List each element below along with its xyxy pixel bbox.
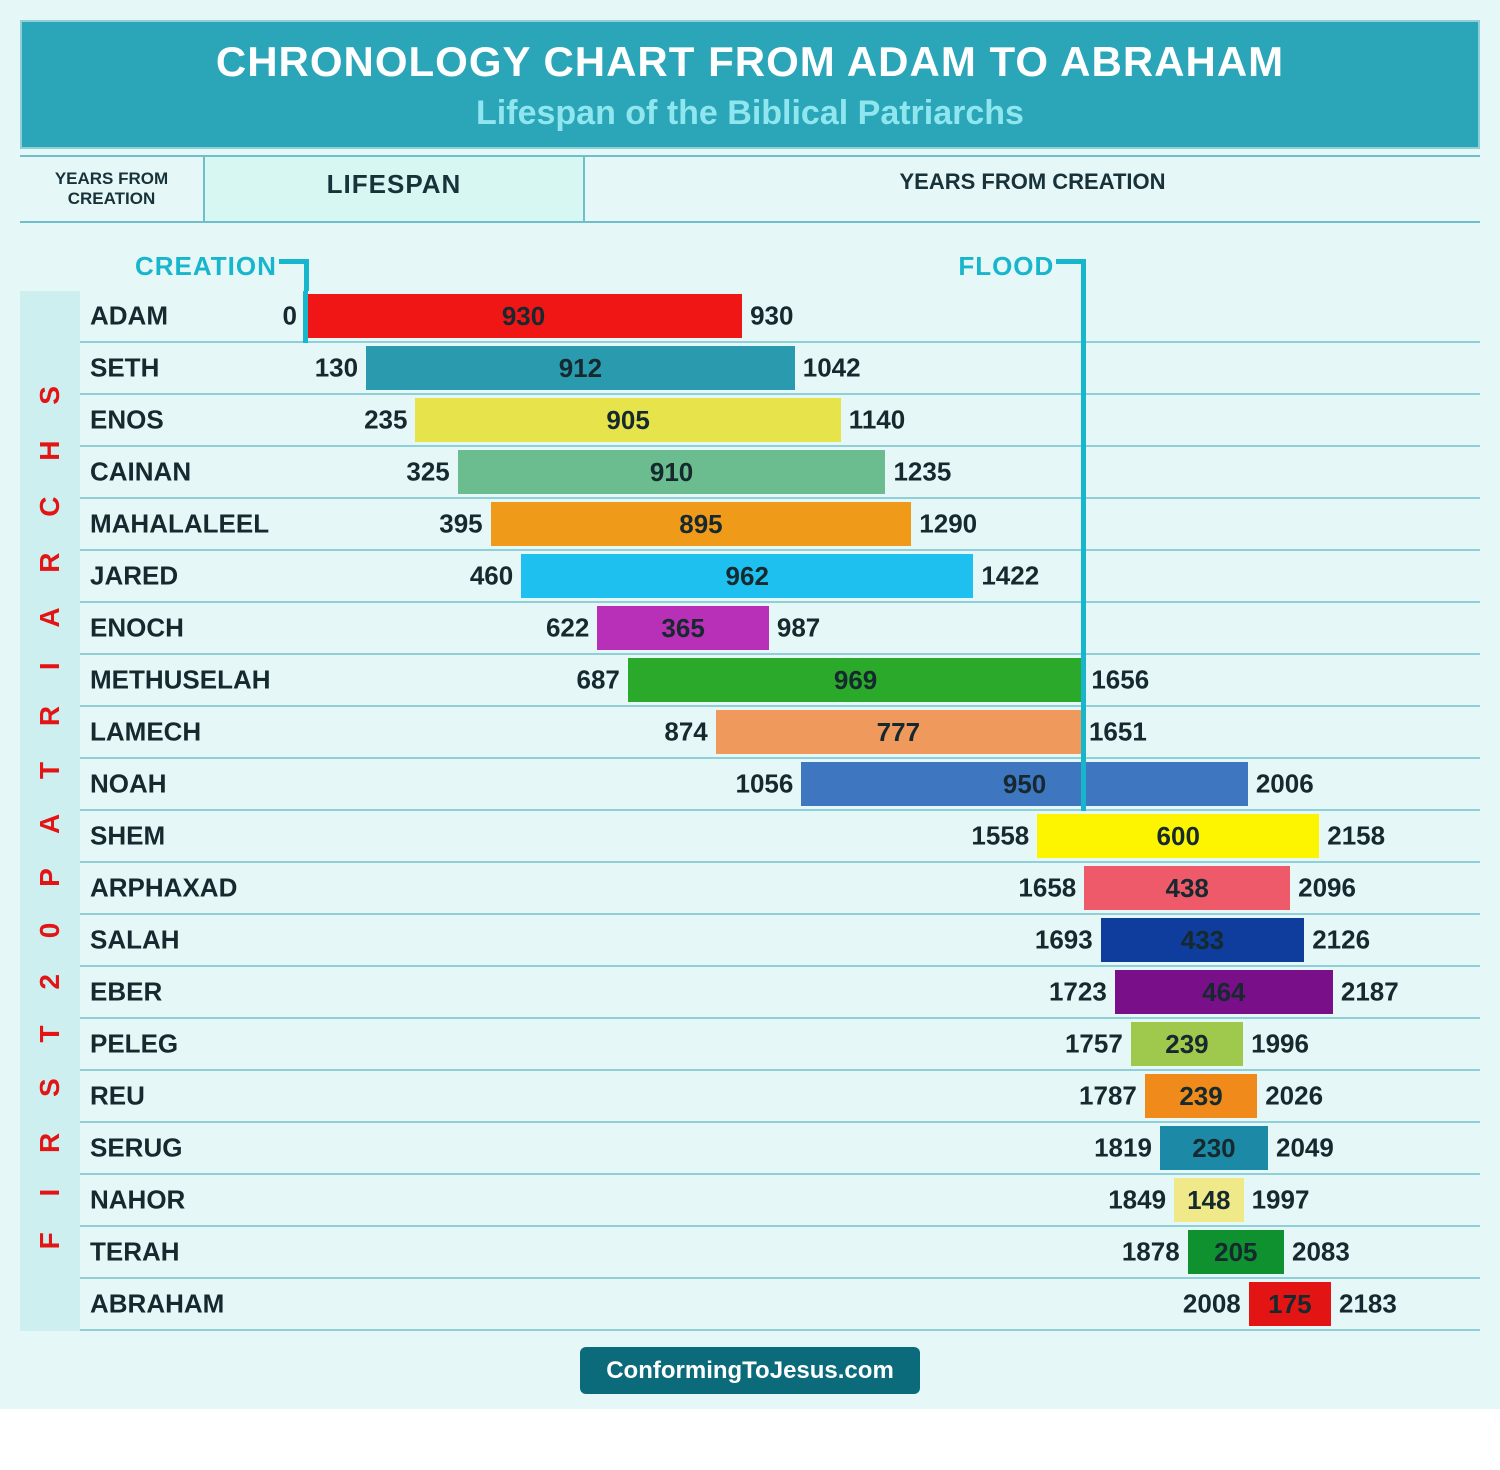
lifespan-bar: 930 xyxy=(305,294,742,338)
chart-row: ADAM0930930 xyxy=(80,291,1480,343)
chart-row: ENOS2359051140 xyxy=(80,395,1480,447)
start-year: 1723 xyxy=(1049,977,1107,1008)
start-year: 1056 xyxy=(735,769,793,800)
start-year: 325 xyxy=(406,457,449,488)
chart-row: ABRAHAM20081752183 xyxy=(80,1279,1480,1331)
start-year: 622 xyxy=(546,613,589,644)
marker-creation: CREATION xyxy=(135,251,309,282)
start-year: 1819 xyxy=(1094,1133,1152,1164)
start-year: 1658 xyxy=(1018,873,1076,904)
end-year: 2083 xyxy=(1292,1237,1350,1268)
lifespan-bar: 365 xyxy=(597,606,769,650)
lifespan-bar: 777 xyxy=(716,710,1081,754)
chart-row: PELEG17572391996 xyxy=(80,1019,1480,1071)
chart-row: METHUSELAH6879691656 xyxy=(80,655,1480,707)
flood-line xyxy=(1081,291,1086,811)
chart-row: NOAH10569502006 xyxy=(80,759,1480,811)
chart-row: SHEM15586002158 xyxy=(80,811,1480,863)
start-year: 1849 xyxy=(1108,1185,1166,1216)
event-markers: CREATION FLOOD xyxy=(80,251,1480,291)
end-year: 1422 xyxy=(981,561,1039,592)
start-year: 1558 xyxy=(971,821,1029,852)
end-year: 2158 xyxy=(1327,821,1385,852)
lifespan-bar: 433 xyxy=(1101,918,1305,962)
end-year: 2187 xyxy=(1341,977,1399,1008)
start-year: 1878 xyxy=(1122,1237,1180,1268)
header-years-left: YEARS FROM CREATION xyxy=(20,157,205,221)
end-year: 2049 xyxy=(1276,1133,1334,1164)
start-year: 2008 xyxy=(1183,1289,1241,1320)
lifespan-bar: 175 xyxy=(1249,1282,1331,1326)
start-year: 1757 xyxy=(1065,1029,1123,1060)
column-headers: YEARS FROM CREATION LIFESPAN YEARS FROM … xyxy=(20,155,1480,223)
end-year: 1996 xyxy=(1251,1029,1309,1060)
header-lifespan: LIFESPAN xyxy=(205,157,585,221)
end-year: 2183 xyxy=(1339,1289,1397,1320)
lifespan-bar: 969 xyxy=(628,658,1083,702)
end-year: 1290 xyxy=(919,509,977,540)
chart-row: SETH1309121042 xyxy=(80,343,1480,395)
start-year: 687 xyxy=(577,665,620,696)
header-years-right: YEARS FROM CREATION xyxy=(585,157,1480,221)
lifespan-bar: 905 xyxy=(415,398,840,442)
chart-row: CAINAN3259101235 xyxy=(80,447,1480,499)
start-year: 460 xyxy=(470,561,513,592)
lifespan-bar: 230 xyxy=(1160,1126,1268,1170)
start-year: 130 xyxy=(315,353,358,384)
end-year: 2006 xyxy=(1256,769,1314,800)
lifespan-bar: 438 xyxy=(1084,866,1290,910)
lifespan-bar: 962 xyxy=(521,554,973,598)
lifespan-bar: 912 xyxy=(366,346,795,390)
chart-row: MAHALALEEL3958951290 xyxy=(80,499,1480,551)
rows-container: ADAM0930930SETH1309121042ENOS2359051140C… xyxy=(80,291,1480,1331)
lifespan-bar: 239 xyxy=(1145,1074,1257,1118)
end-year: 2026 xyxy=(1265,1081,1323,1112)
creation-line xyxy=(303,291,308,343)
end-year: 987 xyxy=(777,613,820,644)
source-badge: ConformingToJesus.com xyxy=(580,1347,920,1394)
subtitle: Lifespan of the Biblical Patriarchs xyxy=(22,94,1478,133)
start-year: 874 xyxy=(664,717,707,748)
lifespan-bar: 239 xyxy=(1131,1022,1243,1066)
footer: ConformingToJesus.com xyxy=(20,1331,1480,1409)
end-year: 1997 xyxy=(1252,1185,1310,1216)
lifespan-bar: 464 xyxy=(1115,970,1333,1014)
end-year: 1651 xyxy=(1089,717,1147,748)
start-year: 1693 xyxy=(1035,925,1093,956)
end-year: 2126 xyxy=(1312,925,1370,956)
chart-row: ENOCH622365987 xyxy=(80,603,1480,655)
end-year: 1656 xyxy=(1091,665,1149,696)
title-banner: CHRONOLOGY CHART FROM ADAM TO ABRAHAM Li… xyxy=(20,20,1480,149)
chart-row: TERAH18782052083 xyxy=(80,1227,1480,1279)
end-year: 2096 xyxy=(1298,873,1356,904)
start-year: 1787 xyxy=(1079,1081,1137,1112)
chart-row: REU17872392026 xyxy=(80,1071,1480,1123)
end-year: 1140 xyxy=(849,405,905,436)
chart-frame: CHRONOLOGY CHART FROM ADAM TO ABRAHAM Li… xyxy=(0,0,1500,1409)
start-year: 235 xyxy=(364,405,407,436)
chart-row: EBER17234642187 xyxy=(80,967,1480,1019)
main-title: CHRONOLOGY CHART FROM ADAM TO ABRAHAM xyxy=(22,38,1478,86)
lifespan-bar: 950 xyxy=(801,762,1248,806)
side-label: F I R S T 2 0 P A T R I A R C H S xyxy=(20,291,80,1331)
lifespan-bar: 148 xyxy=(1174,1178,1244,1222)
start-year: 395 xyxy=(439,509,482,540)
start-year: 0 xyxy=(283,301,297,332)
end-year: 1042 xyxy=(803,353,861,384)
chart-row: LAMECH8747771651 xyxy=(80,707,1480,759)
lifespan-bar: 205 xyxy=(1188,1230,1284,1274)
chart-row: SERUG18192302049 xyxy=(80,1123,1480,1175)
lifespan-bar: 895 xyxy=(491,502,912,546)
chart-row: JARED4609621422 xyxy=(80,551,1480,603)
chart-body: F I R S T 2 0 P A T R I A R C H S ADAM09… xyxy=(20,291,1480,1331)
chart-row: ARPHAXAD16584382096 xyxy=(80,863,1480,915)
marker-flood: FLOOD xyxy=(958,251,1086,282)
lifespan-bar: 910 xyxy=(458,450,886,494)
end-year: 1235 xyxy=(893,457,951,488)
end-year: 930 xyxy=(750,301,793,332)
chart-row: NAHOR18491481997 xyxy=(80,1175,1480,1227)
lifespan-bar: 600 xyxy=(1037,814,1319,858)
chart-row: SALAH16934332126 xyxy=(80,915,1480,967)
